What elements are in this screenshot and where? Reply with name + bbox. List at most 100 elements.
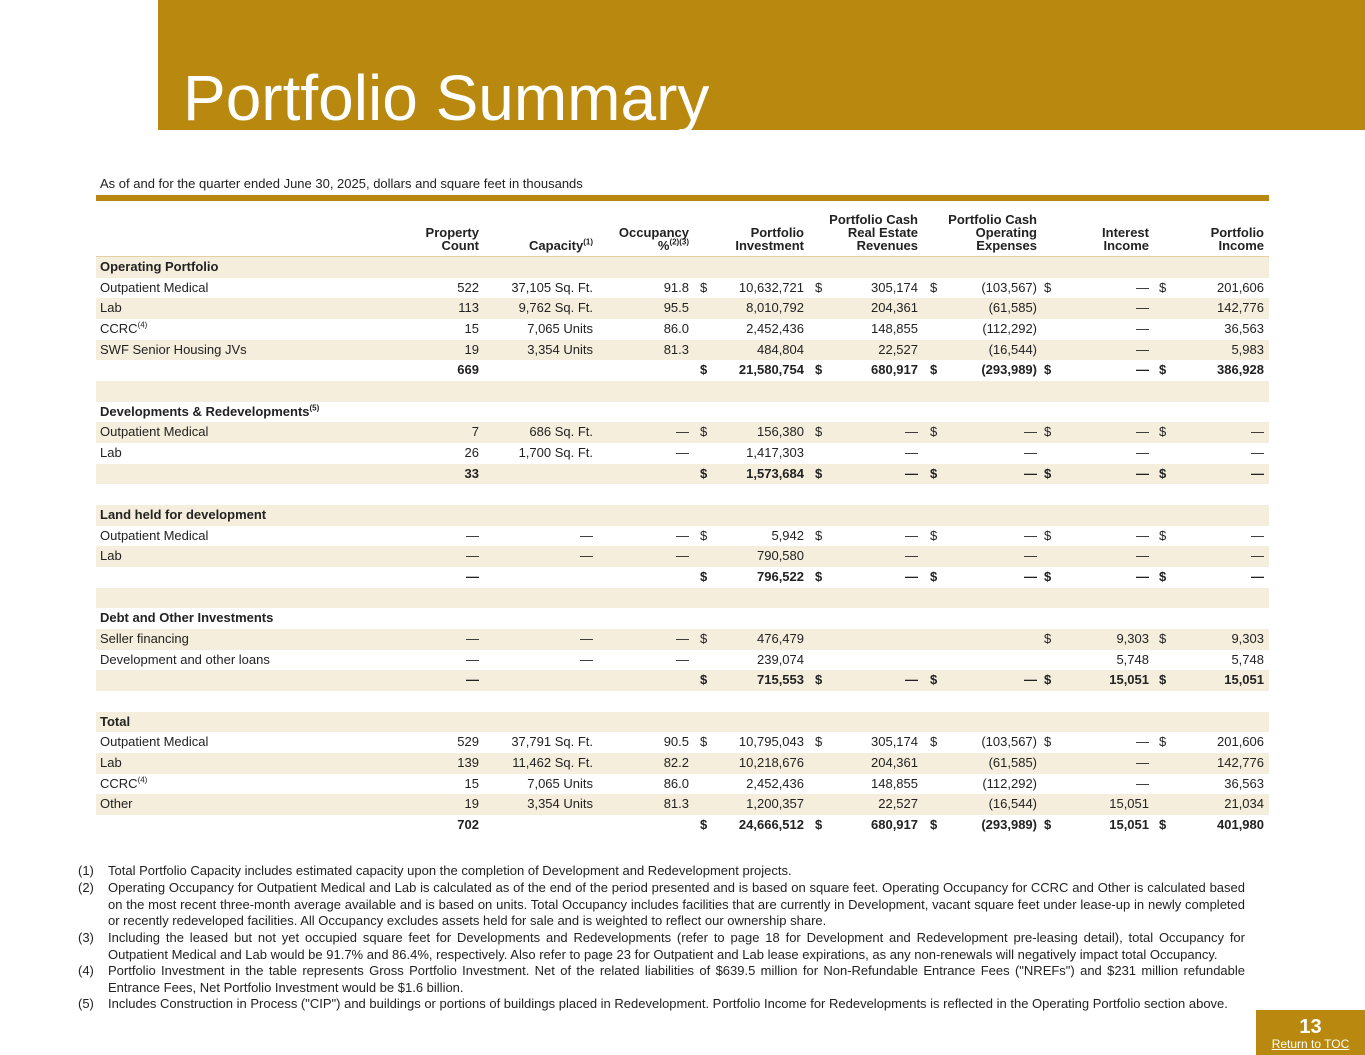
cell-value: 37,105 Sq. Ft.	[511, 279, 593, 295]
column-header: Count	[441, 239, 479, 252]
column-rule	[96, 256, 1269, 257]
currency-sign: $	[815, 527, 823, 543]
cell-value: 7	[471, 424, 479, 440]
column-header: Income	[1103, 239, 1149, 252]
row-shade	[96, 505, 1269, 526]
page-number: 13	[1299, 1016, 1322, 1038]
cell-value: 7,065 Units	[527, 321, 593, 336]
cell-value: 5,942	[771, 527, 804, 543]
currency-sign: $	[1044, 817, 1052, 833]
toc-link[interactable]: Return to TOC	[1271, 1037, 1350, 1051]
currency-sign: $	[815, 734, 823, 750]
cell-value: —	[466, 672, 479, 688]
cell-value: —	[1251, 465, 1264, 481]
currency-sign: $	[1044, 424, 1052, 440]
cell-value: —	[1024, 527, 1037, 543]
cell-value: —	[1136, 527, 1149, 543]
section-title-text: Operating Portfolio	[100, 259, 219, 274]
section-title-text: Debt and Other Investments	[100, 610, 274, 626]
row-label: CCRC(4)	[100, 774, 147, 794]
currency-sign: $	[1159, 631, 1167, 647]
column-header: Expenses	[976, 239, 1037, 252]
row-label-text: Outpatient Medical	[100, 527, 209, 543]
cell-value: 148,855	[871, 321, 918, 336]
cell-value: 201,606	[1217, 279, 1264, 295]
cell-value: 686 Sq. Ft.	[529, 424, 593, 440]
cell-value: —	[580, 651, 593, 667]
cell-value: 1,700 Sq. Ft.	[518, 445, 593, 461]
cell-value: 81.3	[663, 341, 689, 357]
footnote-number: (2)	[78, 880, 94, 895]
cell-value: —	[1024, 424, 1037, 440]
currency-sign: $	[1044, 631, 1052, 647]
cell-value: 305,174	[871, 279, 918, 295]
cell-value: —	[466, 631, 479, 647]
section-title: Debt and Other Investments	[100, 608, 273, 628]
footnote-text: Includes Construction in Process ("CIP")…	[108, 996, 1228, 1011]
currency-sign: $	[1044, 465, 1052, 481]
footnote-number: (4)	[78, 963, 94, 978]
cell-value: 15,051	[1224, 672, 1264, 688]
cell-value: 484,804	[757, 341, 804, 357]
column-header: Capacity(1)	[529, 238, 593, 253]
currency-sign: $	[700, 672, 708, 688]
cell-value: 19	[464, 796, 479, 812]
cell-value: 680,917	[871, 817, 918, 833]
column-header-text: Interest	[1102, 225, 1149, 240]
row-shade	[96, 587, 1269, 609]
cell-value: 19	[464, 341, 479, 357]
currency-sign: $	[700, 631, 708, 647]
subtitle: As of and for the quarter ended June 30,…	[100, 176, 583, 191]
row-label: Outpatient Medical	[100, 278, 208, 298]
footnote-number: (3)	[78, 930, 94, 945]
section-title: Land held for development	[100, 505, 266, 525]
cell-value: —	[1024, 465, 1037, 481]
currency-sign: $	[1159, 465, 1167, 481]
column-header: Revenues	[857, 239, 918, 252]
row-label: Lab	[100, 546, 122, 566]
section-title-text: Land held for development	[100, 507, 267, 523]
cell-value: —	[466, 548, 479, 564]
currency-sign: $	[1159, 569, 1167, 585]
cell-value: (293,989)	[981, 817, 1037, 833]
currency-sign: $	[700, 734, 708, 750]
cell-value: 15,051	[1109, 817, 1149, 833]
cell-value: —	[905, 569, 918, 585]
column-header-text: Expenses	[976, 238, 1037, 253]
footnote-number: (5)	[78, 996, 94, 1011]
column-header: Income	[1218, 239, 1264, 252]
column-header-text: Capacity	[529, 238, 584, 253]
cell-value: 10,795,043	[738, 734, 804, 750]
cell-value: (61,585)	[988, 300, 1037, 316]
footnote-text: Portfolio Investment in the table repres…	[108, 963, 1245, 995]
footnote-ref: (2)(3)	[669, 237, 689, 247]
row-label: Outpatient Medical	[100, 422, 208, 442]
row-shade	[96, 422, 1269, 444]
column-header: Portfolio	[1211, 226, 1264, 239]
section-title: Total	[100, 712, 130, 732]
row-shade	[96, 711, 1269, 733]
cell-value: 22,527	[878, 341, 918, 357]
cell-value: —	[1136, 341, 1149, 357]
row-shade	[96, 257, 1269, 278]
cell-value: 796,522	[757, 569, 804, 585]
currency-sign: $	[1044, 279, 1052, 295]
row-label-text: Seller financing	[100, 631, 189, 647]
currency-sign: $	[930, 527, 938, 543]
row-label: Development and other loans	[100, 650, 270, 670]
cell-value: 95.5	[663, 300, 689, 316]
cell-value: 5,748	[1116, 651, 1149, 667]
row-label-text: SWF Senior Housing JVs	[100, 341, 247, 357]
cell-value: 476,479	[757, 631, 804, 647]
cell-value: 82.2	[663, 755, 689, 771]
column-header: Portfolio Cash	[829, 213, 918, 226]
row-label-text: Lab	[100, 300, 122, 316]
cell-value: 15	[464, 321, 479, 336]
row-label-text: Outpatient Medical	[100, 734, 209, 750]
currency-sign: $	[1044, 362, 1052, 378]
cell-value: 11,462 Sq. Ft.	[512, 755, 593, 771]
cell-value: 702	[457, 817, 479, 833]
footnote-ref: (4)	[137, 775, 148, 785]
currency-sign: $	[815, 817, 823, 833]
row-label: Lab	[100, 753, 122, 773]
